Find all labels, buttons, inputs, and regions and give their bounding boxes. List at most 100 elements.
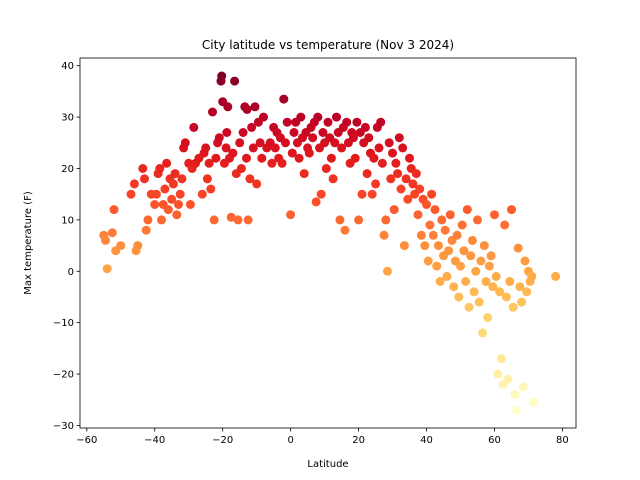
data-point xyxy=(289,128,299,137)
data-point xyxy=(102,264,112,274)
data-point xyxy=(461,277,471,286)
data-point xyxy=(304,148,314,158)
x-axis-label: Latitude xyxy=(307,459,348,470)
y-tick-label: −30 xyxy=(53,421,74,432)
plot-frame xyxy=(79,57,577,429)
x-tick-label: −20 xyxy=(212,435,233,446)
data-point xyxy=(408,179,418,189)
data-point xyxy=(163,205,173,215)
data-point xyxy=(296,112,306,122)
data-point xyxy=(308,133,318,143)
data-point xyxy=(454,292,464,302)
data-point xyxy=(445,210,455,220)
data-point xyxy=(384,138,394,148)
data-point xyxy=(233,215,243,225)
data-point xyxy=(209,215,219,225)
data-point xyxy=(474,297,484,307)
data-point xyxy=(466,251,476,261)
data-point xyxy=(138,164,148,173)
data-point xyxy=(226,212,236,222)
data-point xyxy=(242,104,252,114)
x-tick-label: 80 xyxy=(556,435,569,446)
data-point xyxy=(157,215,166,225)
data-point xyxy=(252,179,262,189)
data-point xyxy=(109,205,119,215)
data-point xyxy=(349,133,358,143)
data-point xyxy=(143,215,153,225)
data-point xyxy=(311,197,321,207)
y-axis-ticks: −30 −20 −10 0 10 20 30 40 xyxy=(53,61,80,432)
data-point xyxy=(126,189,136,199)
data-point xyxy=(416,230,426,240)
data-point xyxy=(486,251,496,261)
data-point xyxy=(500,220,510,230)
data-point xyxy=(141,225,151,235)
data-point xyxy=(459,246,469,256)
data-point xyxy=(376,117,386,127)
data-point xyxy=(444,246,454,256)
data-point xyxy=(151,189,161,199)
data-point xyxy=(155,164,165,173)
data-point xyxy=(222,128,232,137)
data-point xyxy=(464,302,474,312)
data-point xyxy=(116,241,126,251)
data-point xyxy=(467,235,477,245)
data-point xyxy=(389,205,399,215)
data-point xyxy=(208,107,217,117)
data-point xyxy=(328,174,338,184)
data-point xyxy=(473,215,482,225)
y-axis-label: Max temperature (F) xyxy=(23,191,34,295)
data-point xyxy=(243,215,253,225)
data-point xyxy=(496,354,506,364)
data-point xyxy=(332,112,341,122)
data-point xyxy=(248,143,258,153)
data-point xyxy=(217,71,227,81)
data-point xyxy=(430,205,440,215)
x-tick-label: 40 xyxy=(420,435,433,446)
data-point xyxy=(177,174,187,184)
data-point xyxy=(167,194,177,204)
data-point xyxy=(493,369,503,379)
data-point xyxy=(428,230,438,240)
data-point xyxy=(529,397,538,407)
x-tick-label: 0 xyxy=(287,435,293,446)
data-point xyxy=(236,164,246,173)
data-point xyxy=(287,148,297,158)
data-point xyxy=(321,164,331,173)
data-point xyxy=(471,266,481,276)
data-point xyxy=(257,153,267,163)
data-point xyxy=(440,225,450,235)
x-tick-label: 60 xyxy=(488,435,501,446)
data-point xyxy=(405,153,414,163)
data-point xyxy=(247,122,257,132)
data-point xyxy=(360,122,370,132)
data-point xyxy=(107,228,117,238)
data-point xyxy=(518,382,528,392)
data-point xyxy=(452,230,462,240)
data-point xyxy=(279,94,289,104)
data-point xyxy=(357,189,367,199)
data-point xyxy=(379,230,389,240)
data-point xyxy=(330,138,340,148)
data-point xyxy=(415,184,425,194)
data-point xyxy=(491,271,501,281)
data-point xyxy=(281,138,290,148)
data-point xyxy=(420,241,430,251)
data-point xyxy=(101,235,110,245)
data-point xyxy=(437,215,447,225)
data-point xyxy=(316,189,326,199)
data-point xyxy=(168,179,178,189)
data-point xyxy=(235,138,245,148)
data-point xyxy=(394,133,404,143)
data-point xyxy=(318,128,328,137)
y-tick-label: 30 xyxy=(61,113,74,124)
data-point xyxy=(522,287,532,297)
data-point xyxy=(170,169,180,179)
data-point xyxy=(189,122,199,132)
data-point xyxy=(490,210,499,220)
data-point xyxy=(510,390,520,400)
data-point xyxy=(393,169,403,179)
data-point xyxy=(350,153,360,163)
data-point xyxy=(476,256,486,266)
